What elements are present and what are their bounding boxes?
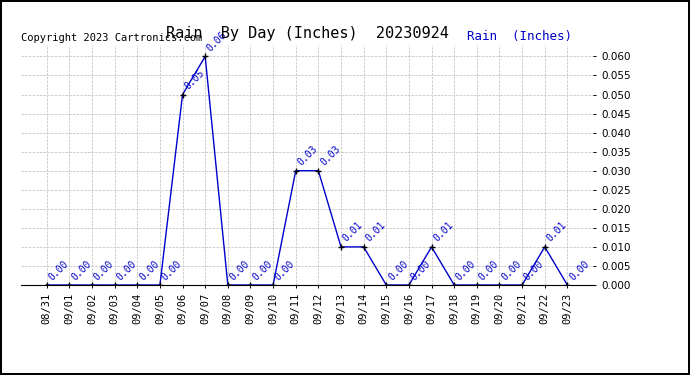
Text: 0.00: 0.00 (228, 258, 252, 282)
Text: 0.00: 0.00 (70, 258, 93, 282)
Text: 0.01: 0.01 (341, 220, 365, 244)
Text: 0.03: 0.03 (296, 144, 319, 168)
Text: 0.00: 0.00 (567, 258, 591, 282)
Text: 0.01: 0.01 (544, 220, 569, 244)
Text: 0.00: 0.00 (500, 258, 523, 282)
Text: 0.03: 0.03 (318, 144, 342, 168)
Text: 0.00: 0.00 (92, 258, 116, 282)
Title: Rain  By Day (Inches)  20230924: Rain By Day (Inches) 20230924 (166, 26, 448, 41)
Text: 0.00: 0.00 (409, 258, 433, 282)
Text: Copyright 2023 Cartronics.com: Copyright 2023 Cartronics.com (21, 33, 202, 43)
Text: 0.01: 0.01 (431, 220, 455, 244)
Text: 0.01: 0.01 (364, 220, 387, 244)
Text: 0.00: 0.00 (115, 258, 138, 282)
Text: 0.00: 0.00 (522, 258, 546, 282)
Text: 0.00: 0.00 (137, 258, 161, 282)
Text: 0.00: 0.00 (47, 258, 70, 282)
Text: 0.00: 0.00 (386, 258, 410, 282)
Text: 0.00: 0.00 (273, 258, 297, 282)
Text: 0.00: 0.00 (454, 258, 478, 282)
Text: 0.05: 0.05 (183, 68, 206, 92)
Text: 0.00: 0.00 (477, 258, 500, 282)
Text: 0.00: 0.00 (250, 258, 274, 282)
Text: Rain  (Inches): Rain (Inches) (467, 30, 573, 43)
Text: 0.06: 0.06 (205, 30, 229, 53)
Text: 0.00: 0.00 (160, 258, 184, 282)
